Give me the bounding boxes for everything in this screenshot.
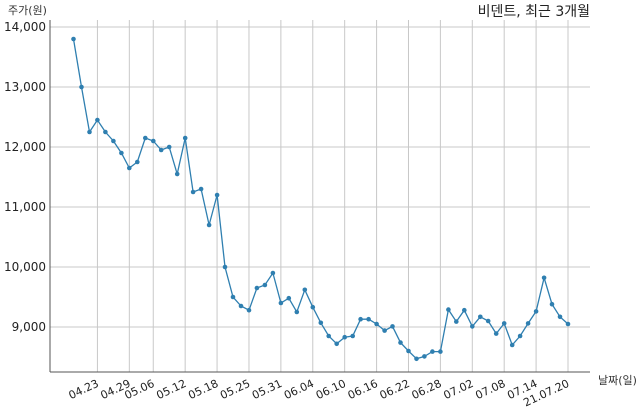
x-tick-label: 06.10	[314, 377, 348, 402]
data-point	[190, 189, 196, 195]
data-point	[270, 270, 276, 276]
x-tick-label: 07.02	[442, 377, 476, 402]
data-point	[214, 192, 220, 198]
data-point	[390, 324, 395, 329]
data-point	[541, 275, 547, 281]
data-point	[374, 321, 379, 327]
x-tick-label: 06.22	[378, 377, 412, 402]
data-point	[533, 309, 539, 314]
data-point	[430, 349, 435, 354]
data-point	[358, 316, 363, 322]
y-tick-label: 9,000	[12, 320, 46, 334]
data-point	[127, 165, 132, 171]
data-point	[222, 264, 228, 270]
x-tick-label: 06.04	[282, 377, 316, 402]
data-point	[143, 135, 148, 141]
data-point	[342, 334, 348, 340]
data-point	[103, 129, 108, 135]
x-tick-label: 05.31	[250, 377, 284, 402]
data-point	[246, 307, 252, 313]
data-point	[135, 159, 140, 165]
data-point	[382, 328, 387, 333]
data-point	[87, 129, 92, 135]
data-point	[174, 171, 180, 177]
data-point	[501, 321, 507, 326]
data-point	[422, 354, 427, 359]
data-point	[350, 333, 356, 339]
y-tick-label: 13,000	[4, 80, 46, 94]
y-axis-label: 주가(원)	[8, 4, 47, 17]
x-axis-label: 날짜(일)	[598, 373, 637, 387]
x-axis-ticks: 04.2304.2905.0605.1205.1805.2505.3106.04…	[67, 377, 572, 409]
data-point	[334, 341, 340, 347]
x-tick-label: 05.18	[186, 377, 220, 402]
data-point	[278, 300, 284, 306]
x-tick-label: 06.28	[410, 377, 444, 402]
data-point	[262, 282, 268, 288]
data-point	[493, 331, 499, 336]
data-point	[485, 318, 491, 324]
data-point	[414, 356, 419, 362]
data-point	[478, 314, 483, 320]
data-point	[198, 186, 204, 192]
y-tick-label: 11,000	[4, 200, 46, 214]
data-point	[294, 309, 300, 315]
data-point	[230, 294, 236, 300]
data-point	[302, 287, 308, 293]
data-point	[462, 307, 467, 313]
x-tick-label: 07.08	[473, 377, 507, 402]
data-point	[238, 303, 244, 309]
data-point	[398, 340, 403, 345]
data-point	[525, 321, 531, 326]
y-tick-label: 14,000	[4, 20, 46, 34]
data-point	[470, 324, 475, 329]
data-point	[509, 342, 515, 348]
data-point	[71, 36, 76, 42]
x-tick-label: 06.16	[346, 377, 380, 402]
x-tick-label: 04.23	[67, 377, 101, 402]
data-point	[79, 84, 84, 90]
data-point	[517, 333, 523, 339]
data-point	[111, 138, 116, 144]
gridlines	[50, 20, 590, 372]
data-point	[446, 307, 451, 312]
data-point	[206, 222, 212, 228]
data-point	[549, 301, 555, 307]
data-point	[565, 321, 571, 327]
data-point	[326, 333, 332, 339]
data-point	[366, 316, 371, 322]
data-point	[254, 285, 260, 291]
data-point	[406, 348, 411, 354]
series-points	[71, 36, 571, 362]
data-point	[151, 138, 156, 144]
data-point	[182, 135, 188, 141]
data-point	[119, 150, 124, 156]
y-tick-label: 12,000	[4, 140, 46, 154]
data-point	[310, 304, 316, 310]
data-point	[95, 117, 100, 123]
data-point	[166, 144, 172, 150]
data-point	[454, 319, 459, 324]
data-point	[158, 147, 164, 153]
data-point	[286, 295, 292, 301]
x-tick-label: 05.25	[218, 377, 252, 402]
x-tick-label: 05.12	[154, 377, 188, 402]
data-point	[318, 320, 324, 326]
data-point	[557, 314, 563, 320]
y-axis-ticks: 9,000 10,000 11,000 12,000 13,000 14,000	[4, 20, 46, 334]
y-tick-label: 10,000	[4, 260, 46, 274]
chart-title: 비덴트, 최근 3개월	[478, 4, 590, 20]
data-point	[438, 349, 443, 354]
